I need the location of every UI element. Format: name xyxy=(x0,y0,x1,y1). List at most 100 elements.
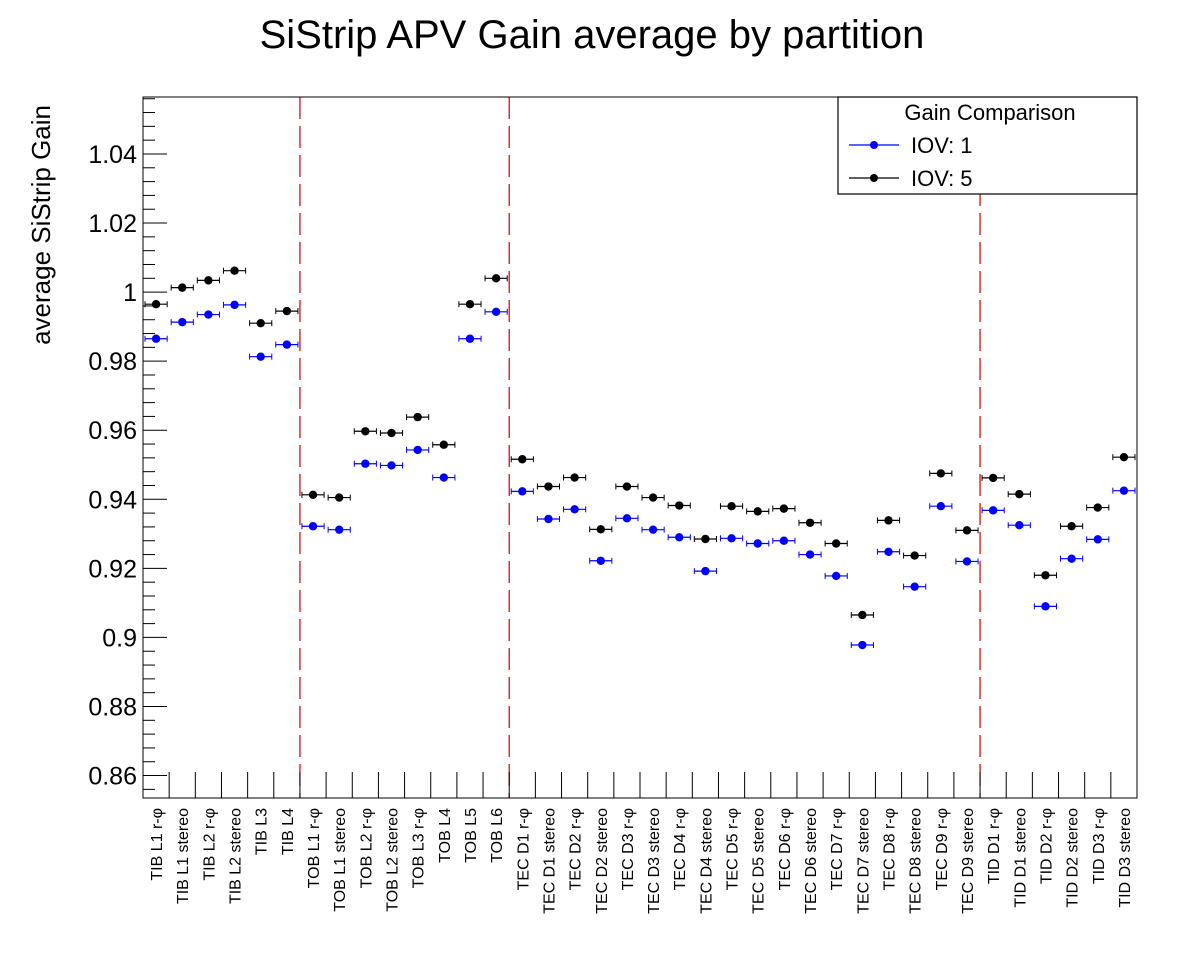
data-point xyxy=(1119,452,1129,462)
x-tick-label: TEC D4 r-φ xyxy=(672,808,689,890)
x-tick-label: TID D1 r-φ xyxy=(986,808,1003,884)
x-tick-label: TIB L1 stereo xyxy=(175,808,192,904)
data-point xyxy=(570,473,579,482)
x-tick-label: TOB L1 r-φ xyxy=(306,808,323,888)
x-tick-label: TIB L2 stereo xyxy=(228,808,245,904)
data-point xyxy=(308,490,318,500)
data-point xyxy=(361,459,370,468)
data-point xyxy=(622,514,632,523)
data-point xyxy=(334,493,344,502)
data-point xyxy=(178,317,187,327)
x-tick-label: TEC D9 r-φ xyxy=(934,808,951,890)
data-point xyxy=(596,525,605,534)
data-point xyxy=(596,556,605,565)
x-tick-label: TID D3 stereo xyxy=(1117,808,1134,908)
data-point xyxy=(805,518,815,527)
data-point xyxy=(570,505,579,514)
x-tick-label: TOB L5 xyxy=(463,808,480,863)
data-point xyxy=(779,536,789,545)
x-tick-label: TID D3 r-φ xyxy=(1091,808,1108,884)
y-tick-label: 0.9 xyxy=(102,624,137,652)
x-tick-label: TEC D8 stereo xyxy=(908,808,925,914)
x-tick-label: TOB L2 stereo xyxy=(385,808,402,912)
data-point xyxy=(936,502,946,511)
y-tick-label: 0.98 xyxy=(88,348,137,376)
data-point xyxy=(1119,486,1129,495)
data-point xyxy=(465,334,475,343)
data-point xyxy=(858,610,867,620)
x-tick-label: TOB L6 xyxy=(489,808,506,863)
data-point xyxy=(151,334,161,343)
x-tick-label: TOB L1 stereo xyxy=(332,808,349,912)
data-point xyxy=(805,550,815,559)
data-point xyxy=(230,300,239,310)
y-tick-label: 0.96 xyxy=(88,417,137,445)
x-tick-label: TEC D3 stereo xyxy=(646,808,663,914)
y-tick-label: 1.02 xyxy=(88,210,137,238)
data-point xyxy=(544,514,553,524)
data-point xyxy=(387,428,396,438)
y-tick-label: 0.88 xyxy=(88,693,137,721)
x-tick-label: TOB L2 r-φ xyxy=(358,808,375,888)
legend-label-iov1: IOV: 1 xyxy=(911,133,973,158)
data-point xyxy=(910,582,919,591)
y-tick-label: 0.92 xyxy=(88,555,137,583)
data-point xyxy=(988,506,998,515)
data-point xyxy=(962,526,972,535)
x-tick-label: TEC D6 stereo xyxy=(803,808,820,914)
data-point xyxy=(256,318,265,328)
data-point xyxy=(831,571,841,581)
x-tick-label: TID D1 stereo xyxy=(1012,808,1029,908)
data-point xyxy=(962,557,972,566)
data-point xyxy=(518,487,527,496)
data-point xyxy=(1093,535,1102,544)
x-tick-label: TEC D2 r-φ xyxy=(568,808,585,890)
x-tick-label: TEC D9 stereo xyxy=(960,808,977,914)
x-tick-label: TEC D7 r-φ xyxy=(829,808,846,890)
separator-lines xyxy=(299,97,981,798)
legend-label-iov5: IOV: 5 xyxy=(911,166,973,191)
data-point xyxy=(491,307,501,316)
x-tick-label: TID D2 r-φ xyxy=(1038,808,1055,884)
x-tick-label: TEC D1 stereo xyxy=(541,808,558,914)
data-point xyxy=(387,461,396,470)
data-point xyxy=(282,340,292,349)
x-tick-label: TEC D4 stereo xyxy=(698,808,715,914)
x-tick-label: TEC D5 r-φ xyxy=(725,808,742,890)
y-tick-label: 1.04 xyxy=(88,141,137,169)
data-point xyxy=(518,455,527,464)
data-point xyxy=(361,427,370,436)
x-tick-label: TIB L1 r-φ xyxy=(149,808,166,881)
data-point xyxy=(675,533,684,542)
data-point xyxy=(334,525,344,534)
data-point xyxy=(308,522,318,531)
data-point xyxy=(884,547,893,556)
x-tick-label: TEC D2 stereo xyxy=(594,808,611,914)
data-point xyxy=(1041,571,1050,580)
data-point xyxy=(910,551,919,560)
data-point xyxy=(1015,520,1024,530)
y-axis-label: average SiStrip Gain xyxy=(26,105,56,345)
data-point xyxy=(753,539,762,548)
data-point xyxy=(465,299,475,309)
data-point xyxy=(779,504,789,513)
data-point xyxy=(413,445,422,455)
data-point xyxy=(178,283,187,292)
axes: 0.86 0.88 0.9 0.92 0.94 0.96 0.98 1 1.02 1.04 TIB … xyxy=(88,98,1134,914)
data-point xyxy=(151,299,161,309)
data-point xyxy=(204,310,213,319)
data-point xyxy=(1067,522,1076,531)
data-point xyxy=(256,352,265,361)
x-tick-label: TIB L3 xyxy=(254,808,271,855)
data-series xyxy=(144,266,1136,650)
data-point xyxy=(544,482,553,491)
data-point xyxy=(727,502,736,511)
data-point xyxy=(701,566,710,576)
legend-marker-iov5 xyxy=(870,174,878,182)
data-point xyxy=(1041,602,1050,611)
x-tick-label: TOB L4 xyxy=(437,808,454,863)
legend: Gain Comparison IOV: 1 IOV: 5 xyxy=(837,96,1138,195)
x-tick-label: TEC D6 r-φ xyxy=(777,808,794,890)
legend-marker-iov1 xyxy=(870,141,878,149)
data-point xyxy=(1067,554,1076,563)
